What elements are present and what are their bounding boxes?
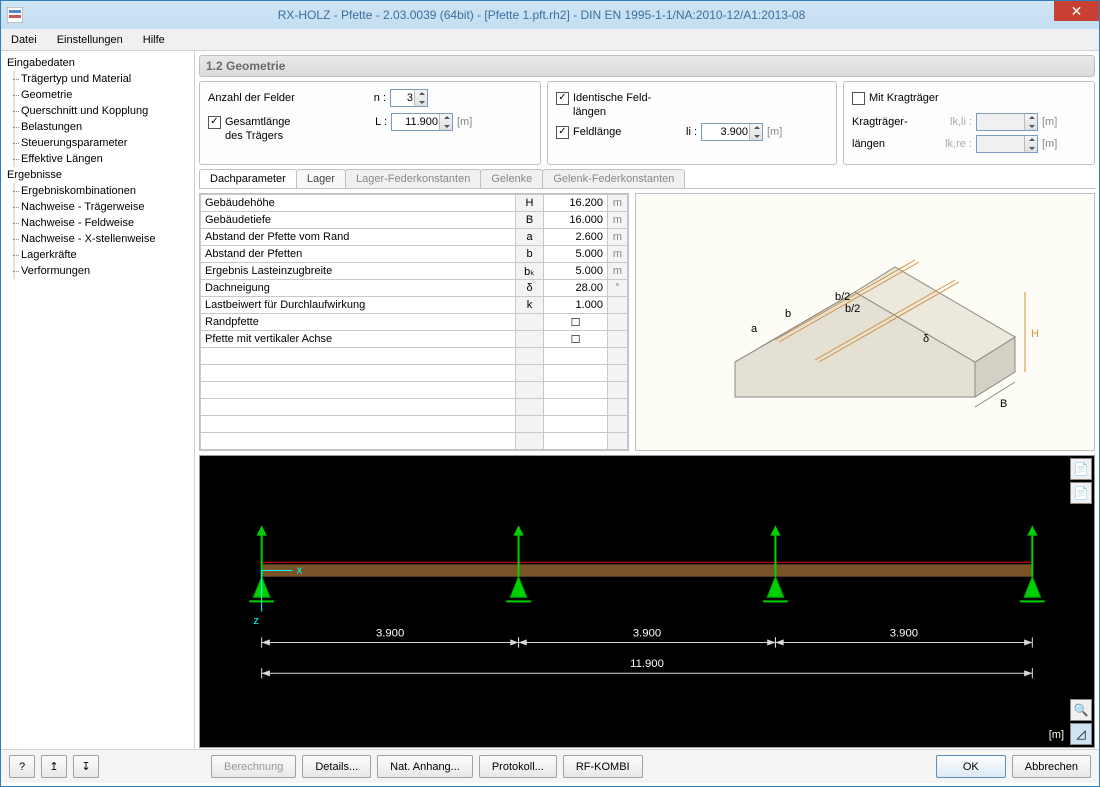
window-title: RX-HOLZ - Pfette - 2.03.0039 (64bit) - […	[29, 8, 1054, 22]
svg-text:B: B	[1000, 398, 1007, 410]
svg-text:3.900: 3.900	[376, 627, 404, 639]
help-button[interactable]: ?	[9, 755, 35, 778]
total-length-checkbox[interactable]: ✓	[208, 116, 221, 129]
tree-item[interactable]: Nachweise - X-stellenweise	[3, 231, 192, 247]
tree-item[interactable]: Verformungen	[3, 263, 192, 279]
svg-text:b/2: b/2	[835, 291, 850, 303]
tree-item[interactable]: Nachweise - Feldweise	[3, 215, 192, 231]
cantilever-checkbox[interactable]	[852, 92, 865, 105]
tree-item[interactable]: Nachweise - Trägerweise	[3, 199, 192, 215]
tree-item[interactable]: Trägertyp und Material	[3, 71, 192, 87]
panel-cantilever: Mit Kragträger Kragträger- lk,li : [m] l…	[843, 81, 1095, 165]
tab-hinge-springs[interactable]: Gelenk-Federkonstanten	[542, 169, 685, 188]
svg-text:H: H	[1031, 328, 1039, 340]
svg-text:3.900: 3.900	[890, 627, 918, 639]
identical-spans-checkbox[interactable]: ✓	[556, 92, 569, 105]
rfkombi-button[interactable]: RF-KOMBI	[563, 755, 643, 778]
menu-bar: Datei Einstellungen Hilfe	[1, 29, 1099, 51]
cancel-button[interactable]: Abbrechen	[1012, 755, 1091, 778]
viewer-tool-2[interactable]: 📄	[1070, 482, 1092, 504]
panel-fields: Anzahl der Felder n : ✓ Gesamtlänge L : …	[199, 81, 541, 165]
export-button[interactable]: ↧	[73, 755, 99, 778]
svg-text:a: a	[751, 323, 758, 335]
tab-hinges[interactable]: Gelenke	[480, 169, 543, 188]
tab-roof-params[interactable]: Dachparameter	[199, 169, 297, 188]
tab-spring-const[interactable]: Lager-Federkonstanten	[345, 169, 481, 188]
import-button[interactable]: ↥	[41, 755, 67, 778]
footer-bar: ? ↥ ↧ Berechnung Details... Nat. Anhang.…	[1, 749, 1099, 783]
tree-group-results[interactable]: Ergebnisse	[3, 167, 192, 183]
viewer-unit-label: [m]	[1049, 729, 1064, 741]
tree-item[interactable]: Querschnitt und Kopplung	[3, 103, 192, 119]
panel-spans: ✓ Identische Feld- längen ✓ Feldlänge li…	[547, 81, 837, 165]
svg-text:x: x	[297, 565, 303, 577]
parameter-table[interactable]: GebäudehöheH16.200mGebäudetiefeB16.000mA…	[199, 193, 629, 451]
svg-text:b: b	[785, 308, 791, 320]
title-bar: RX-HOLZ - Pfette - 2.03.0039 (64bit) - […	[1, 1, 1099, 29]
svg-text:z: z	[253, 615, 259, 627]
viewer-view-button[interactable]: ◿	[1070, 723, 1092, 745]
tab-supports[interactable]: Lager	[296, 169, 346, 188]
tree-item[interactable]: Belastungen	[3, 119, 192, 135]
svg-text:3.900: 3.900	[633, 627, 661, 639]
viewer-zoom-button[interactable]: 🔍	[1070, 699, 1092, 721]
tab-bar: Dachparameter Lager Lager-Federkonstante…	[199, 169, 1095, 189]
fields-count-label: Anzahl der Felder	[208, 92, 358, 104]
tree-item[interactable]: Geometrie	[3, 87, 192, 103]
menu-settings[interactable]: Einstellungen	[51, 32, 129, 48]
tree-group-input[interactable]: Eingabedaten	[3, 55, 192, 71]
section-title: 1.2 Geometrie	[199, 55, 1095, 77]
app-icon	[1, 1, 29, 29]
fieldlength-checkbox[interactable]: ✓	[556, 126, 569, 139]
menu-help[interactable]: Hilfe	[137, 32, 171, 48]
svg-text:b/2: b/2	[845, 303, 860, 315]
tree-item[interactable]: Effektive Längen	[3, 151, 192, 167]
menu-file[interactable]: Datei	[5, 32, 43, 48]
svg-text:11.900: 11.900	[630, 658, 664, 670]
nat-annex-button[interactable]: Nat. Anhang...	[377, 755, 473, 778]
tree-item[interactable]: Ergebniskombinationen	[3, 183, 192, 199]
svg-text:δ: δ	[923, 333, 929, 345]
calc-button[interactable]: Berechnung	[211, 755, 296, 778]
roof-diagram: a b b/2 b/2 δ H B	[635, 193, 1095, 451]
navigation-tree: Eingabedaten Trägertyp und MaterialGeome…	[1, 51, 195, 749]
tree-item[interactable]: Lagerkräfte	[3, 247, 192, 263]
protocol-button[interactable]: Protokoll...	[479, 755, 557, 778]
viewer-tool-1[interactable]: 📄	[1070, 458, 1092, 480]
details-button[interactable]: Details...	[302, 755, 371, 778]
close-button[interactable]: ✕	[1054, 1, 1099, 21]
beam-viewer[interactable]: x z 3.900 3.900 3.900 11.900 📄 📄	[199, 455, 1095, 748]
tree-item[interactable]: Steuerungsparameter	[3, 135, 192, 151]
ok-button[interactable]: OK	[936, 755, 1006, 778]
